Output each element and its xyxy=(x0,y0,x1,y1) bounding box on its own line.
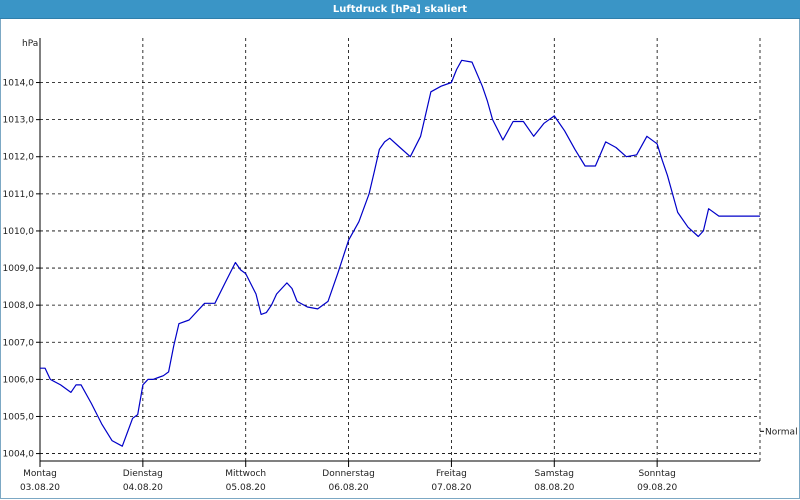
x-tick-label-day: Sonntag xyxy=(638,469,675,479)
x-tick-label-day: Dienstag xyxy=(123,469,163,479)
y-tick-label: 1013,0 xyxy=(3,116,35,126)
x-tick-label-date: 09.08.20 xyxy=(637,483,677,493)
y-axis-unit-label: hPa xyxy=(22,39,38,49)
x-tick-label-date: 03.08.20 xyxy=(20,483,60,493)
y-tick-label: 1008,0 xyxy=(3,301,35,311)
chart-area: 1004,0 1005,0 1006,0 1007,0 1008,0 1009,0 1010… xyxy=(3,38,798,493)
x-tick-label-day: Donnerstag xyxy=(322,469,375,479)
y-tick-label: 1011,0 xyxy=(3,190,35,200)
y-tick-label: 1012,0 xyxy=(3,153,35,163)
x-tick-label-date: 08.08.20 xyxy=(534,483,574,493)
x-tick-label-day: Montag xyxy=(23,469,57,479)
x-tick-label-date: 05.08.20 xyxy=(226,483,266,493)
x-tick-label-day: Freitag xyxy=(436,469,467,479)
x-tick-label-date: 06.08.20 xyxy=(329,483,369,493)
y-tick-label: 1007,0 xyxy=(3,338,35,348)
y-tick-label: 1005,0 xyxy=(3,412,35,422)
y-tick-label: 1009,0 xyxy=(3,264,35,274)
y-tick-label: 1010,0 xyxy=(3,227,35,237)
y-tick-label: 1004,0 xyxy=(3,450,35,460)
normal-label: Normal xyxy=(765,427,798,437)
chart-title: Luftdruck [hPa] skaliert xyxy=(0,0,800,19)
x-tick-label-date: 04.08.20 xyxy=(123,483,163,493)
y-tick-label: 1006,0 xyxy=(3,375,35,385)
x-tick-label-day: Mittwoch xyxy=(225,469,266,479)
y-tick-label: 1014,0 xyxy=(3,79,35,89)
pressure-series-line xyxy=(40,59,760,447)
x-tick-label-day: Samstag xyxy=(535,469,574,479)
x-tick-label-date: 07.08.20 xyxy=(431,483,471,493)
